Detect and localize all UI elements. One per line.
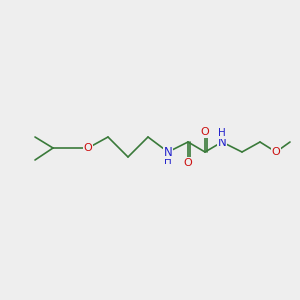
Text: H: H xyxy=(164,156,172,166)
Text: N: N xyxy=(164,146,172,158)
Text: N: N xyxy=(218,136,226,148)
Text: H: H xyxy=(218,128,226,138)
Text: O: O xyxy=(84,143,92,153)
Text: O: O xyxy=(184,158,192,168)
Text: O: O xyxy=(272,147,280,157)
Text: O: O xyxy=(201,127,209,137)
